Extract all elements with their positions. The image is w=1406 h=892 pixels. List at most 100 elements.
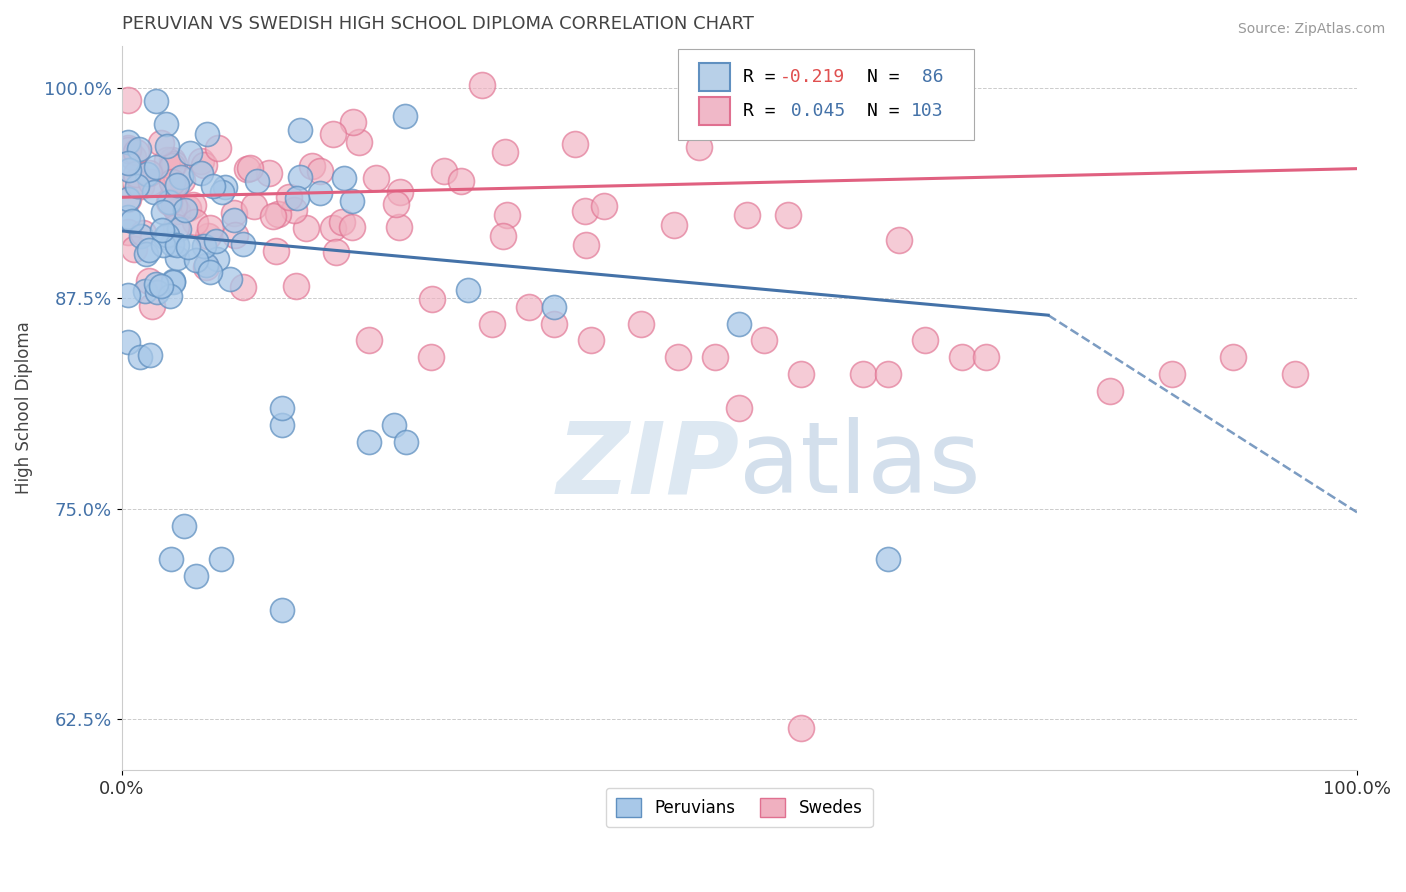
Point <box>156 227 179 242</box>
Point <box>153 230 176 244</box>
Point <box>287 191 309 205</box>
Point <box>195 258 218 272</box>
Text: N =: N = <box>866 68 910 86</box>
Text: Source: ZipAtlas.com: Source: ZipAtlas.com <box>1237 22 1385 37</box>
Point <box>876 367 898 381</box>
Point <box>195 127 218 141</box>
Point <box>162 275 184 289</box>
Point <box>163 178 186 192</box>
Point <box>1284 367 1306 381</box>
Point <box>457 283 479 297</box>
Point <box>433 163 456 178</box>
Point <box>394 109 416 123</box>
Point <box>141 299 163 313</box>
Point <box>889 233 911 247</box>
Point <box>134 284 156 298</box>
Point <box>222 213 245 227</box>
Point <box>170 172 193 186</box>
Point <box>124 242 146 256</box>
Point <box>160 159 183 173</box>
Point <box>322 221 344 235</box>
Point <box>132 226 155 240</box>
Point <box>167 222 190 236</box>
Point <box>163 156 186 170</box>
Point <box>117 156 139 170</box>
Point <box>124 176 146 190</box>
Point <box>395 434 418 449</box>
Text: 0.045: 0.045 <box>780 102 845 120</box>
Point <box>267 207 290 221</box>
Point <box>139 175 162 189</box>
Point <box>662 219 685 233</box>
Point <box>246 174 269 188</box>
Point <box>543 300 565 314</box>
Point <box>574 203 596 218</box>
Point <box>224 227 246 242</box>
Point <box>264 244 287 259</box>
Point <box>1160 367 1182 381</box>
Legend: Peruvians, Swedes: Peruvians, Swedes <box>606 788 873 827</box>
Point <box>236 161 259 176</box>
Text: atlas: atlas <box>740 417 981 515</box>
Point <box>543 317 565 331</box>
Point <box>728 401 751 415</box>
Point <box>205 235 228 249</box>
Point <box>239 161 262 176</box>
Point <box>160 237 183 252</box>
Text: R =: R = <box>744 68 786 86</box>
Point <box>184 569 207 583</box>
Point <box>752 334 775 348</box>
Point <box>301 159 323 173</box>
Point <box>117 192 139 206</box>
Point <box>179 145 201 160</box>
Point <box>309 186 332 201</box>
Point <box>564 136 586 151</box>
Point <box>471 78 494 92</box>
Point <box>342 220 364 235</box>
Point <box>181 198 204 212</box>
Point <box>159 195 181 210</box>
Point <box>117 210 139 224</box>
Point <box>150 223 173 237</box>
Point <box>288 170 311 185</box>
Point <box>257 166 280 180</box>
Point <box>193 239 215 253</box>
Point <box>160 153 183 168</box>
Point <box>342 194 364 209</box>
Point <box>450 174 472 188</box>
Point <box>278 189 301 203</box>
Point <box>593 199 616 213</box>
Point <box>166 251 188 265</box>
Point <box>173 203 195 218</box>
Point <box>176 201 198 215</box>
Point <box>688 140 710 154</box>
Point <box>122 149 145 163</box>
Point <box>152 237 174 252</box>
Point <box>295 220 318 235</box>
Point <box>242 199 264 213</box>
Point <box>778 208 800 222</box>
Point <box>198 265 221 279</box>
Point <box>325 244 347 259</box>
Point <box>128 351 150 365</box>
Point <box>347 135 370 149</box>
Point <box>231 237 253 252</box>
Text: N =: N = <box>866 102 910 120</box>
Point <box>150 278 173 293</box>
Point <box>366 171 388 186</box>
Point <box>219 272 242 286</box>
Point <box>117 143 139 157</box>
Point <box>160 552 183 566</box>
Point <box>117 94 139 108</box>
Point <box>288 122 311 136</box>
FancyBboxPatch shape <box>699 97 730 125</box>
Point <box>166 203 188 218</box>
Point <box>382 417 405 432</box>
Point <box>495 209 517 223</box>
Point <box>357 334 380 348</box>
Point <box>165 219 187 234</box>
Point <box>342 114 364 128</box>
Text: -0.219: -0.219 <box>780 68 845 86</box>
Point <box>322 127 344 141</box>
Point <box>284 279 307 293</box>
